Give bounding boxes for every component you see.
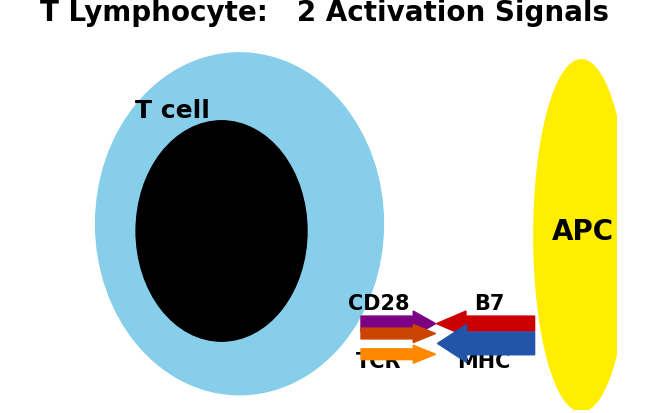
- Text: T cell: T cell: [135, 98, 209, 122]
- Text: B7: B7: [474, 293, 505, 313]
- Ellipse shape: [136, 121, 307, 342]
- Text: CD28: CD28: [348, 293, 410, 313]
- Ellipse shape: [96, 54, 384, 395]
- Ellipse shape: [534, 61, 629, 411]
- FancyArrow shape: [437, 311, 534, 337]
- FancyArrow shape: [361, 345, 436, 363]
- FancyArrow shape: [361, 311, 436, 337]
- FancyArrow shape: [361, 325, 436, 343]
- Text: APC: APC: [552, 218, 614, 245]
- FancyArrow shape: [437, 325, 534, 363]
- Text: MHC: MHC: [458, 351, 511, 372]
- Text: T Lymphocyte:   2 Activation Signals: T Lymphocyte: 2 Activation Signals: [40, 0, 610, 27]
- Text: TCR: TCR: [356, 351, 402, 372]
